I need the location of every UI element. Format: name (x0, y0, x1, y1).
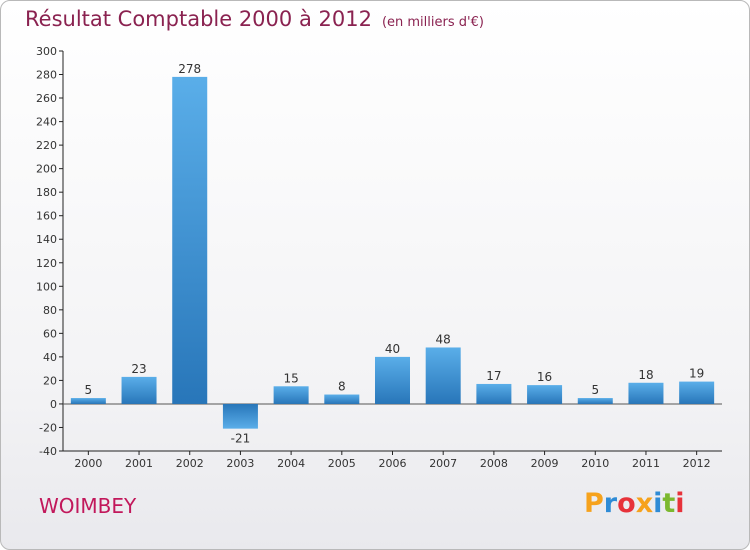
chart-bars (70, 76, 715, 429)
logo-letter: P (584, 488, 604, 519)
y-tick-label: 180 (36, 186, 57, 199)
data-label-2005: 8 (338, 380, 346, 394)
y-tick-label: 60 (43, 327, 57, 340)
chart-title: Résultat Comptable 2000 à 2012 (en millie… (25, 7, 484, 31)
data-label-2012: 19 (689, 367, 704, 381)
y-tick-label: 40 (43, 351, 57, 364)
y-tick-label: 280 (36, 69, 57, 82)
y-tick-label: 200 (36, 163, 57, 176)
x-tick-label: 2009 (531, 457, 559, 470)
bar-2000 (70, 398, 106, 404)
data-label-2003: -21 (231, 432, 251, 446)
bar-2001 (121, 376, 157, 404)
y-tick-label: 100 (36, 280, 57, 293)
x-tick-label: 2005 (328, 457, 356, 470)
y-tick-label: 120 (36, 257, 57, 270)
chart-data-labels: 5 23 278 -21 15 8 40 48 17 16 5 18 19 (85, 62, 705, 446)
x-tick-label: 2008 (480, 457, 508, 470)
bar-2002 (172, 76, 208, 404)
bar-2010 (577, 398, 613, 404)
logo-letter: r (603, 488, 618, 519)
logo-letter: i (653, 488, 663, 519)
chart-subtitle: (en milliers d'€) (381, 15, 484, 30)
bar-2008 (476, 383, 512, 404)
data-label-2008: 17 (486, 369, 501, 383)
x-tick-label: 2012 (683, 457, 711, 470)
bar-2006 (375, 356, 410, 404)
y-tick-label: -40 (39, 445, 57, 458)
x-tick-label: 2006 (379, 457, 407, 470)
proxiti-logo: Proxiti (584, 488, 685, 519)
y-tick-label: 220 (36, 139, 57, 152)
data-label-2006: 40 (385, 342, 400, 356)
bar-2012 (679, 381, 715, 404)
data-label-2010: 5 (591, 383, 599, 397)
x-tick-label: 2002 (176, 457, 204, 470)
x-tick-label: 2011 (632, 457, 660, 470)
data-label-2009: 16 (537, 370, 552, 384)
bar-2005 (324, 394, 360, 404)
data-label-2002: 278 (178, 62, 201, 76)
y-tick-label: 260 (36, 92, 57, 105)
y-tick-label: 240 (36, 116, 57, 129)
x-tick-label: 2007 (429, 457, 457, 470)
y-tick-label: 300 (36, 45, 57, 58)
logo-letter: x (635, 488, 654, 519)
data-label-2000: 5 (85, 383, 93, 397)
x-tick-label: 2003 (226, 457, 254, 470)
bar-2009 (527, 385, 563, 404)
chart-title-text: Résultat Comptable 2000 à 2012 (25, 7, 372, 31)
y-tick-label: 0 (50, 398, 57, 411)
x-tick-label: 2010 (581, 457, 609, 470)
data-label-2001: 23 (131, 362, 146, 376)
bar-2003 (222, 403, 258, 429)
y-tick-label: 160 (36, 210, 57, 223)
bar-2011 (628, 382, 664, 404)
y-tick-label: 140 (36, 233, 57, 246)
y-tick-label: 80 (43, 304, 57, 317)
bar-2007 (425, 347, 461, 404)
data-label-2004: 15 (283, 371, 298, 385)
logo-letter: o (617, 488, 636, 519)
town-name: WOIMBEY (39, 494, 137, 518)
logo-letter: i (675, 488, 685, 519)
x-tick-label: 2001 (125, 457, 153, 470)
logo-letter: t (662, 488, 676, 519)
chart-axes: -40 -20 0 20 40 60 80 100 120 140 160 180 200 220 240 2… (36, 45, 722, 470)
y-tick-label: 20 (43, 374, 57, 387)
data-label-2011: 18 (638, 368, 653, 382)
y-tick-label: -20 (39, 421, 57, 434)
bar-2004 (273, 386, 309, 404)
x-tick-label: 2004 (277, 457, 305, 470)
x-tick-label: 2000 (74, 457, 102, 470)
data-label-2007: 48 (436, 332, 451, 346)
